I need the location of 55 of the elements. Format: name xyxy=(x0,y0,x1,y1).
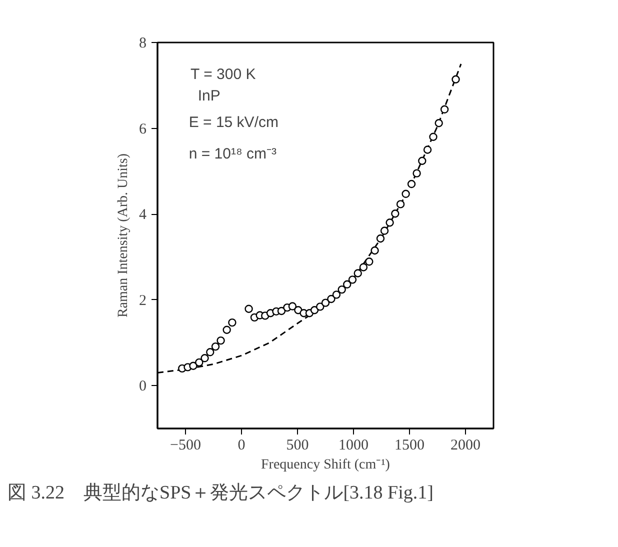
point xyxy=(216,336,225,345)
point xyxy=(338,285,346,294)
point xyxy=(376,234,385,243)
annotation: T = 300 K xyxy=(190,66,256,84)
point xyxy=(321,298,330,307)
point xyxy=(327,294,336,304)
point xyxy=(277,306,286,316)
annotation: n = 10¹⁸ cm⁻³ xyxy=(188,145,276,162)
y-tick-label: 0 xyxy=(139,378,146,395)
point xyxy=(380,226,389,235)
point xyxy=(365,258,374,266)
point xyxy=(429,132,438,141)
annotation: E = 15 kV/cm xyxy=(188,114,278,132)
point xyxy=(348,276,357,284)
y-tick-label: 8 xyxy=(139,36,146,52)
point xyxy=(407,180,416,188)
point xyxy=(452,75,460,84)
point xyxy=(222,326,231,334)
point xyxy=(423,146,432,154)
point xyxy=(316,302,324,311)
x-tick-label: 1500 xyxy=(394,438,424,454)
point xyxy=(354,269,362,278)
point xyxy=(440,105,449,114)
point xyxy=(200,354,209,362)
point xyxy=(288,302,297,310)
point xyxy=(402,190,410,198)
point xyxy=(391,210,400,218)
point xyxy=(434,119,443,128)
annotation: InP xyxy=(198,88,220,105)
point xyxy=(359,263,368,272)
y-axis-title: Raman Intensity (Arb. Units) xyxy=(116,153,131,318)
point xyxy=(228,318,236,327)
point xyxy=(211,342,220,351)
point xyxy=(386,218,394,227)
point xyxy=(332,290,341,299)
point xyxy=(412,169,421,178)
point xyxy=(343,280,352,288)
x-tick-label: 1000 xyxy=(338,438,368,454)
x-tick-label: −500 xyxy=(170,438,201,454)
x-tick-label: 2000 xyxy=(450,438,480,454)
x-tick-label: 500 xyxy=(286,438,309,454)
y-tick-label: 4 xyxy=(139,207,147,224)
point xyxy=(244,304,253,313)
caption: 図 3.22 典型的なSPS＋発光スペクトル[3.18 Fig.1] xyxy=(8,482,434,504)
point xyxy=(195,358,204,367)
x-tick-label: 0 xyxy=(238,438,246,454)
point xyxy=(418,156,426,165)
point xyxy=(189,362,198,370)
point xyxy=(310,306,319,314)
point xyxy=(396,200,405,208)
x-axis-title: Frequency Shift (cm⁻¹) xyxy=(261,458,390,472)
point xyxy=(370,246,379,255)
point xyxy=(206,348,214,356)
y-tick-label: 6 xyxy=(139,121,147,138)
y-tick-label: 2 xyxy=(139,292,146,309)
